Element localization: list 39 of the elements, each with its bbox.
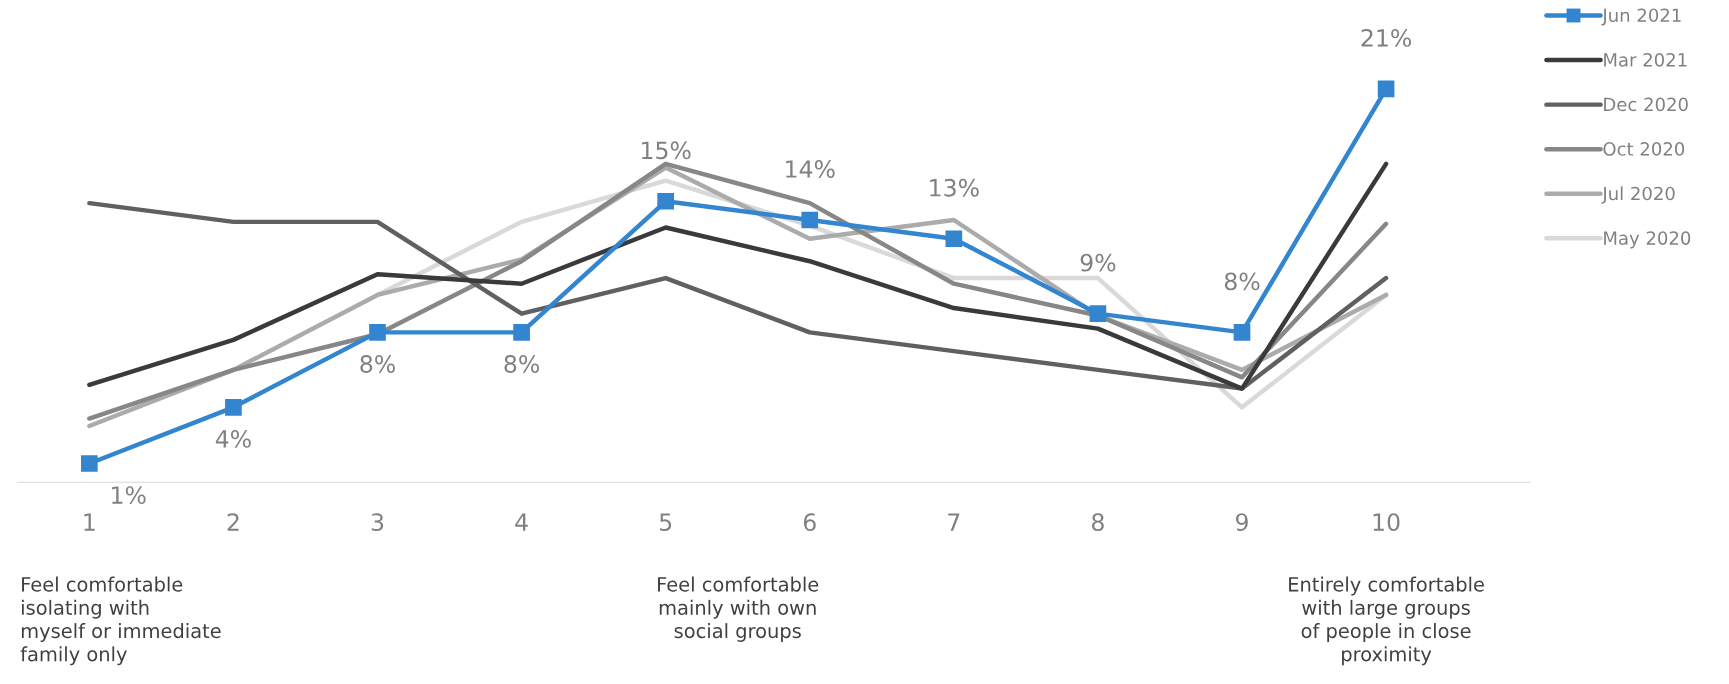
point — [369, 324, 386, 341]
data-label: 14% — [786, 160, 835, 178]
point — [81, 455, 98, 472]
data-label: 15% — [642, 141, 691, 160]
x-tick-label: 2 — [227, 513, 239, 531]
text: Feel comfortable mainly with own social groups — [658, 576, 819, 642]
legend-label: Mar 2021 — [1604, 53, 1687, 67]
text: Entirely comfortable with large groups of people in close proximity — [1289, 576, 1484, 666]
point — [1089, 305, 1107, 322]
x-tick-label: 1 — [84, 513, 95, 531]
x-tick-label: 9 — [1235, 513, 1248, 532]
x-tick-label: 5 — [659, 513, 672, 532]
data-label: 21% — [1361, 28, 1412, 47]
point — [513, 324, 530, 341]
point — [1377, 80, 1395, 98]
data-label: 8% — [1224, 272, 1260, 291]
point — [657, 192, 674, 210]
text: Feel comfortable isolating with myself or immediate family only — [20, 576, 221, 666]
point — [945, 230, 963, 248]
data-label: 1% — [112, 486, 146, 504]
data-label: 13% — [930, 178, 979, 197]
x-tick-label: 8 — [1092, 513, 1104, 532]
x-tick-label: 6 — [803, 513, 816, 532]
point — [225, 398, 242, 416]
legend-label: Dec 2020 — [1604, 97, 1688, 112]
x-tick-label: 4 — [515, 513, 528, 531]
legend-label: Jul 2020 — [1601, 186, 1675, 204]
point — [801, 211, 819, 229]
x-tick-label: 7 — [948, 513, 960, 531]
x-tick-label: 3 — [371, 513, 384, 532]
x-tick-label: 10 — [1373, 513, 1400, 532]
legend-label: May 2020 — [1604, 231, 1691, 249]
data-label: 8% — [360, 355, 395, 373]
data-label: 8% — [504, 355, 540, 373]
data-label: 9% — [1080, 253, 1116, 272]
legend-label: Oct 2020 — [1603, 142, 1685, 156]
point — [1233, 324, 1251, 341]
legend-label: Jun 2021 — [1601, 8, 1681, 26]
data-label: 4% — [215, 429, 251, 448]
